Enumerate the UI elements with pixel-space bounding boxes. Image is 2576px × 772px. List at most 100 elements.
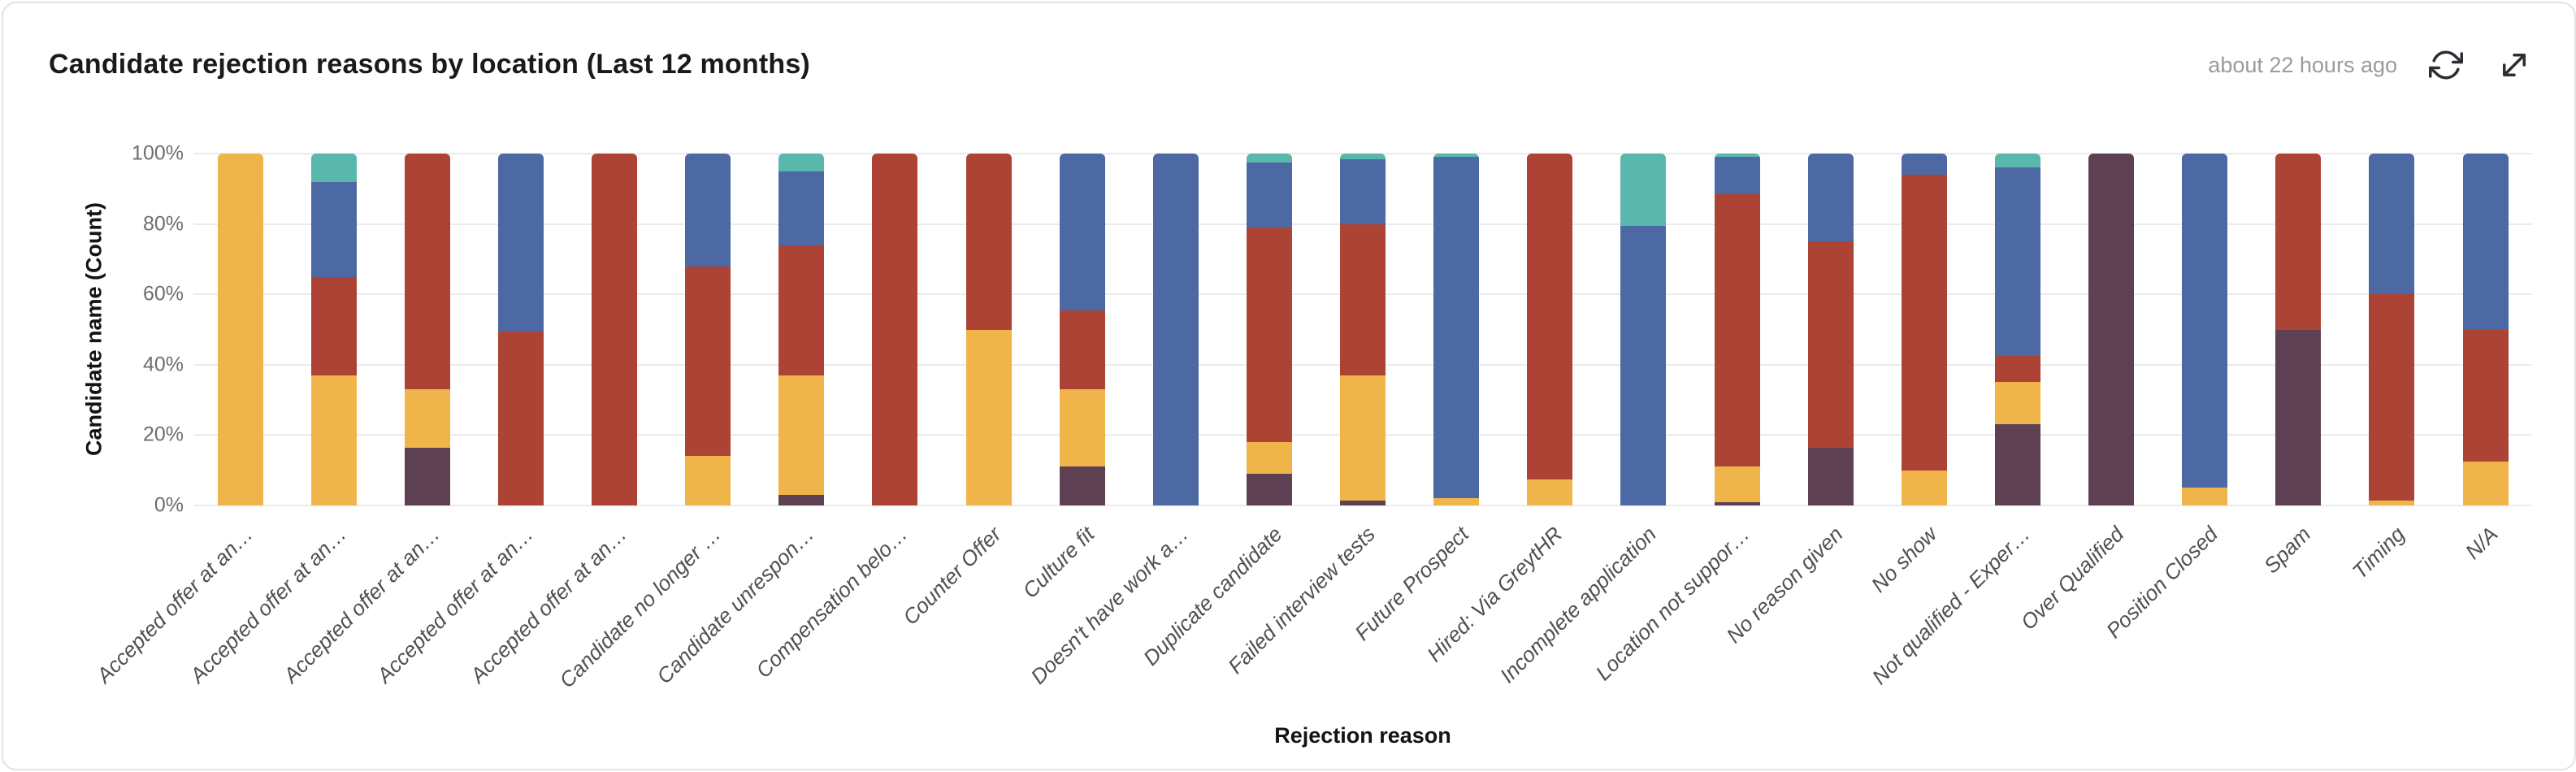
x-tick-slot: N/A: [2439, 515, 2532, 718]
bar-segment-teal[interactable]: [1246, 154, 1292, 163]
bar-segment-teal[interactable]: [1433, 154, 1480, 158]
stacked-bar[interactable]: [2462, 154, 2509, 505]
stacked-bar[interactable]: [1807, 154, 1854, 505]
bar-segment-blue[interactable]: [310, 181, 357, 277]
stacked-bar[interactable]: [1994, 154, 2040, 505]
bar-segment-teal[interactable]: [1994, 154, 2040, 168]
stacked-bar[interactable]: [2088, 154, 2135, 505]
bar-segment-red[interactable]: [685, 266, 731, 457]
bar-segment-yellow[interactable]: [1059, 389, 1105, 467]
stacked-bar[interactable]: [2275, 154, 2322, 505]
bar-segment-blue[interactable]: [1807, 154, 1854, 242]
bar-segment-blue[interactable]: [1620, 225, 1667, 505]
bar-segment-blue[interactable]: [1901, 154, 1947, 175]
bar-segment-yellow[interactable]: [217, 154, 263, 505]
bar-segment-red[interactable]: [1246, 227, 1292, 443]
stacked-bar[interactable]: [1527, 154, 1573, 505]
bar-segment-blue[interactable]: [1714, 157, 1760, 194]
bar-segment-red[interactable]: [872, 154, 918, 505]
bar-segment-red[interactable]: [404, 154, 450, 390]
stacked-bar[interactable]: [2182, 154, 2228, 505]
stacked-bar[interactable]: [1246, 154, 1292, 505]
bar-segment-yellow[interactable]: [2462, 461, 2509, 505]
stacked-bar[interactable]: [1714, 154, 1760, 505]
bar-segment-red[interactable]: [2275, 154, 2322, 330]
bar-segment-blue[interactable]: [2182, 154, 2228, 488]
bar-segment-blue[interactable]: [1059, 154, 1105, 310]
bar-segment-teal[interactable]: [310, 154, 357, 182]
refresh-button[interactable]: [2426, 46, 2465, 85]
bar-segment-yellow[interactable]: [404, 389, 450, 448]
bar-segment-blue[interactable]: [2462, 154, 2509, 330]
stacked-bar[interactable]: [1620, 154, 1667, 505]
stacked-bar[interactable]: [1059, 154, 1105, 505]
bar-segment-red[interactable]: [1340, 223, 1386, 375]
bar-segment-red[interactable]: [310, 276, 357, 375]
bar-segment-red[interactable]: [2462, 329, 2509, 462]
bar-segment-yellow[interactable]: [1527, 479, 1573, 505]
bar-segment-blue[interactable]: [778, 171, 825, 245]
stacked-bar[interactable]: [1152, 154, 1199, 505]
bar-slot: [1784, 154, 1877, 505]
bar-segment-red[interactable]: [1714, 193, 1760, 467]
bar-segment-purple[interactable]: [1059, 466, 1105, 505]
bar-segment-red[interactable]: [1527, 154, 1573, 479]
bar-segment-blue[interactable]: [1340, 158, 1386, 224]
bar-segment-blue[interactable]: [497, 154, 544, 332]
bar-segment-yellow[interactable]: [1433, 498, 1480, 505]
bar-segment-yellow[interactable]: [2182, 488, 2228, 505]
bar-segment-yellow[interactable]: [1901, 470, 1947, 505]
stacked-bar[interactable]: [1433, 154, 1480, 505]
bar-segment-purple[interactable]: [1807, 447, 1854, 505]
stacked-bar[interactable]: [1340, 154, 1386, 505]
bar-segment-red[interactable]: [592, 154, 638, 505]
stacked-bar[interactable]: [592, 154, 638, 505]
bar-segment-blue[interactable]: [1433, 157, 1480, 499]
bar-segment-yellow[interactable]: [965, 329, 1012, 505]
bar-segment-yellow[interactable]: [1246, 442, 1292, 475]
bar-segment-red[interactable]: [497, 331, 544, 505]
bar-segment-yellow[interactable]: [1340, 375, 1386, 501]
bar-segment-red[interactable]: [778, 245, 825, 375]
stacked-bar[interactable]: [310, 154, 357, 505]
bar-segment-purple[interactable]: [1714, 501, 1760, 505]
bar-segment-purple[interactable]: [1246, 474, 1292, 505]
bar-segment-purple[interactable]: [778, 495, 825, 505]
bar-segment-teal[interactable]: [1620, 154, 1667, 226]
bar-segment-purple[interactable]: [404, 447, 450, 505]
stacked-bar[interactable]: [685, 154, 731, 505]
stacked-bar[interactable]: [217, 154, 263, 505]
bar-segment-purple[interactable]: [2275, 329, 2322, 505]
stacked-bar[interactable]: [404, 154, 450, 505]
bar-segment-red[interactable]: [1807, 241, 1854, 448]
stacked-bar[interactable]: [965, 154, 1012, 505]
bar-segment-yellow[interactable]: [685, 456, 731, 505]
stacked-bar[interactable]: [2369, 154, 2415, 505]
bar-segment-blue[interactable]: [1152, 154, 1199, 505]
bar-segment-teal[interactable]: [1340, 154, 1386, 159]
bar-segment-purple[interactable]: [1340, 500, 1386, 505]
bar-segment-yellow[interactable]: [2369, 500, 2415, 505]
bar-segment-yellow[interactable]: [1714, 466, 1760, 502]
bar-segment-yellow[interactable]: [778, 375, 825, 496]
bar-segment-blue[interactable]: [1994, 167, 2040, 356]
stacked-bar[interactable]: [872, 154, 918, 505]
bar-segment-blue[interactable]: [685, 154, 731, 267]
bar-segment-red[interactable]: [965, 154, 1012, 330]
bar-segment-purple[interactable]: [2088, 154, 2135, 505]
stacked-bar[interactable]: [1901, 154, 1947, 505]
bar-segment-blue[interactable]: [1246, 162, 1292, 228]
bar-segment-red[interactable]: [1901, 174, 1947, 471]
stacked-bar[interactable]: [778, 154, 825, 505]
expand-button[interactable]: [2495, 46, 2534, 85]
bar-segment-red[interactable]: [1059, 310, 1105, 390]
bar-segment-purple[interactable]: [1994, 424, 2040, 505]
bar-segment-yellow[interactable]: [310, 375, 357, 505]
bar-segment-red[interactable]: [1994, 356, 2040, 383]
bar-segment-teal[interactable]: [778, 154, 825, 171]
bar-segment-teal[interactable]: [1714, 154, 1760, 158]
bar-segment-red[interactable]: [2369, 294, 2415, 501]
stacked-bar[interactable]: [497, 154, 544, 505]
bar-segment-blue[interactable]: [2369, 154, 2415, 295]
bar-segment-yellow[interactable]: [1994, 382, 2040, 425]
